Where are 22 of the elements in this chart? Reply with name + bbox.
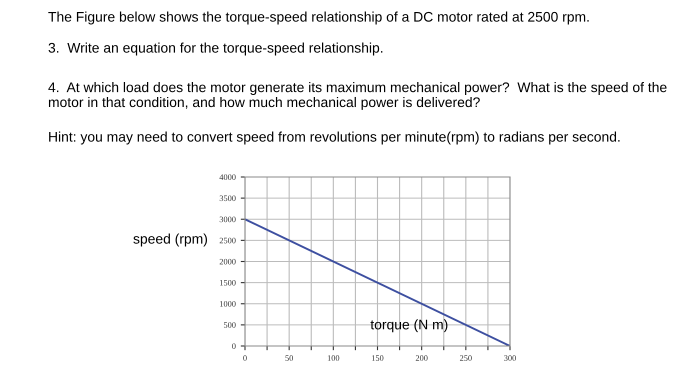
y-tick-label: 2000	[220, 258, 236, 264]
chart-title: The Figure below shows the torque-speed relationship of a DC motor rated at 2500 rpm.	[48, 12, 589, 24]
x-tick-label: 150	[372, 355, 384, 361]
y-tick-label: 4000	[219, 174, 236, 180]
text: 4. At which load does the motor generate its maximum mechanical power? What is the speed of the motor in that condition, and how much mechanical power is delivered?	[48, 82, 667, 110]
x-tick-label: 250	[460, 355, 472, 361]
x-tick-label: 0	[243, 355, 247, 361]
y-tick-label: 0	[232, 343, 236, 349]
y-tick-label: 2500	[220, 238, 236, 244]
text: 3. Write an equation for the torque-speed relationship.	[48, 42, 382, 56]
x-tick-label: 200	[416, 355, 428, 361]
y-tick-label: 500	[224, 322, 236, 328]
y-tick-label: 1500	[220, 280, 236, 286]
x-tick-label: 300	[504, 355, 516, 361]
x-axis-title: torque (N m)	[370, 319, 448, 332]
y-tick-label: 3000	[220, 216, 236, 222]
text: Hint: you may need to convert speed from revolutions per minute(rpm) to radians per second.	[49, 132, 620, 144]
y-axis-title: speed (rpm)	[133, 234, 208, 246]
y-tick-label: 1000	[220, 301, 236, 307]
y-tick-label: 3500	[220, 195, 236, 202]
x-tick-label: 50	[285, 355, 294, 361]
x-tick-label: 100	[328, 355, 340, 361]
